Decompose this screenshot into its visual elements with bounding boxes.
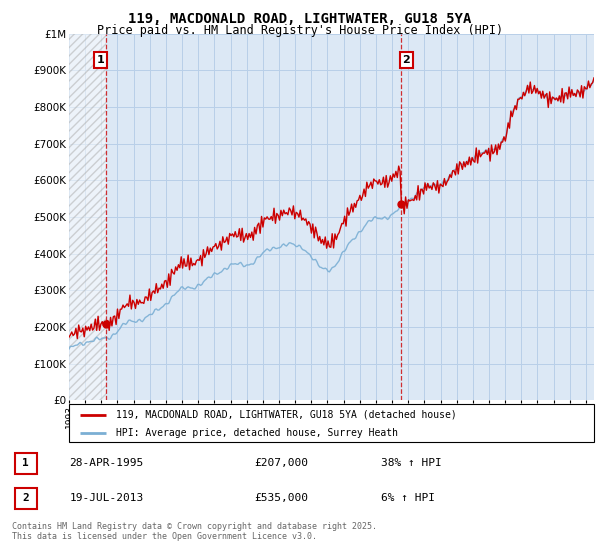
Text: 6% ↑ HPI: 6% ↑ HPI <box>380 493 434 503</box>
Bar <box>15 488 37 509</box>
Text: 119, MACDONALD ROAD, LIGHTWATER, GU18 5YA (detached house): 119, MACDONALD ROAD, LIGHTWATER, GU18 5Y… <box>116 410 457 420</box>
Text: £535,000: £535,000 <box>254 493 308 503</box>
Text: 38% ↑ HPI: 38% ↑ HPI <box>380 459 442 468</box>
Text: 28-APR-1995: 28-APR-1995 <box>70 459 144 468</box>
Bar <box>15 452 37 474</box>
Text: 1: 1 <box>22 459 29 468</box>
Text: Contains HM Land Registry data © Crown copyright and database right 2025.
This d: Contains HM Land Registry data © Crown c… <box>12 522 377 542</box>
Text: 119, MACDONALD ROAD, LIGHTWATER, GU18 5YA: 119, MACDONALD ROAD, LIGHTWATER, GU18 5Y… <box>128 12 472 26</box>
Text: Price paid vs. HM Land Registry's House Price Index (HPI): Price paid vs. HM Land Registry's House … <box>97 24 503 37</box>
Text: 2: 2 <box>22 493 29 503</box>
Text: £207,000: £207,000 <box>254 459 308 468</box>
Text: 19-JUL-2013: 19-JUL-2013 <box>70 493 144 503</box>
Text: 2: 2 <box>403 55 410 65</box>
Text: 1: 1 <box>97 55 104 65</box>
Text: HPI: Average price, detached house, Surrey Heath: HPI: Average price, detached house, Surr… <box>116 428 398 438</box>
